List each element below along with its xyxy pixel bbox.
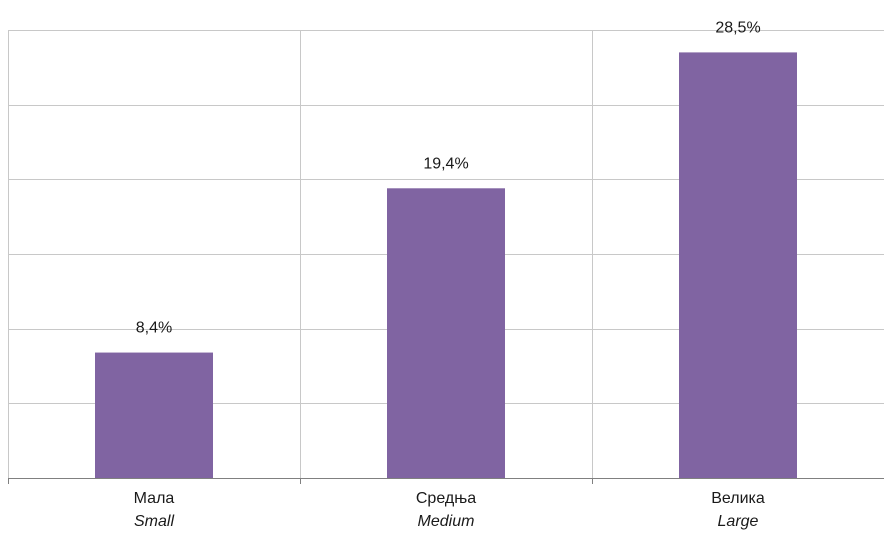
category-label-secondary: Medium [418,513,475,530]
category-label-secondary: Small [134,513,174,530]
category-label: Велика [711,490,765,507]
x-axis: Мала Small Средња Medium Велика Large [8,478,884,530]
category-label: Мала [134,490,175,507]
bar [387,188,505,478]
bar [95,352,213,478]
data-label: 19,4% [423,155,468,172]
category-label: Средња [416,490,476,507]
data-label: 8,4% [136,320,172,337]
bar [679,52,797,479]
category-label-secondary: Large [718,513,759,530]
chart-bars [95,52,797,479]
chart-data-labels: 8,4% 19,4% 28,5% [136,19,761,336]
data-label: 28,5% [715,19,760,36]
